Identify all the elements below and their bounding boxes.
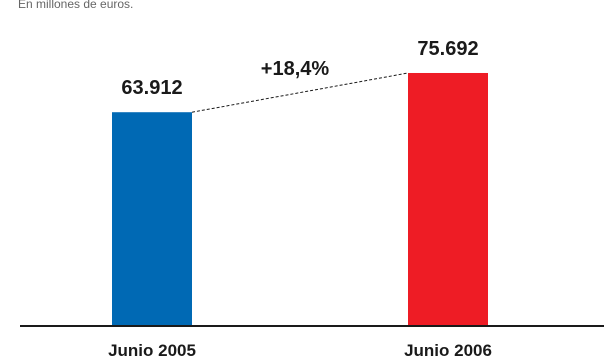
- bar-junio-2005: [112, 112, 192, 325]
- change-percentage-label: +18,4%: [261, 58, 330, 80]
- x-tick-junio-2006: Junio 2006: [404, 341, 492, 360]
- value-label-junio-2005: 63.912: [121, 77, 182, 99]
- trend-connector-line: [191, 72, 409, 113]
- x-tick-junio-2005: Junio 2005: [108, 341, 196, 360]
- value-label-junio-2006: 75.692: [417, 38, 478, 60]
- chart-subtitle: En millones de euros.: [18, 0, 133, 11]
- bar-junio-2006: [408, 72, 488, 325]
